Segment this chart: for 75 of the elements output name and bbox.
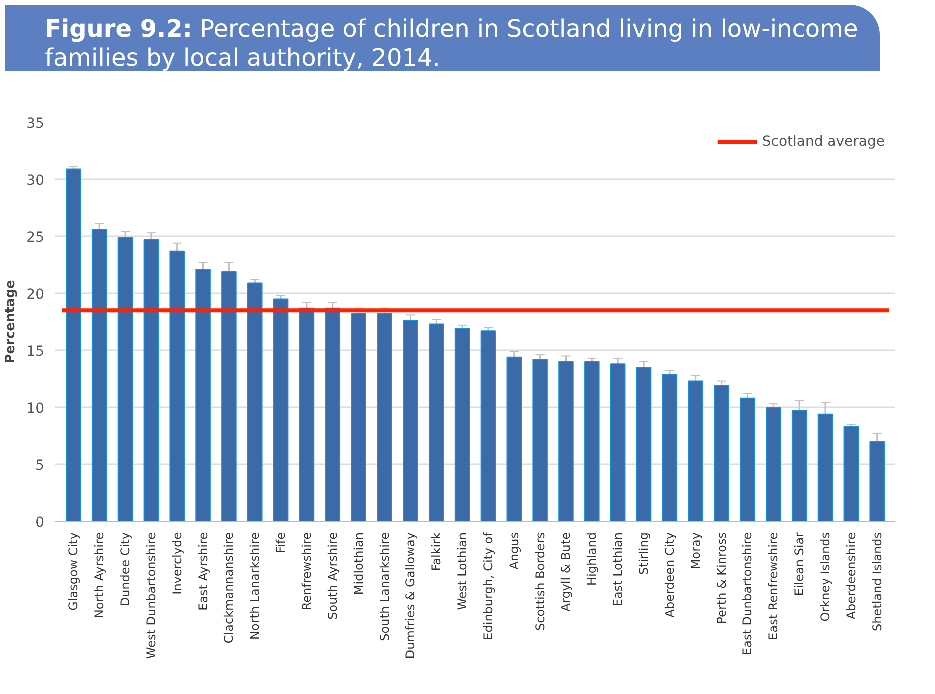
legend-label: Scotland average [762, 134, 885, 150]
bar [844, 426, 860, 522]
x-tick-label: South Lanarkshire [378, 532, 392, 642]
bar [428, 324, 444, 522]
bar [688, 380, 704, 522]
bar [144, 239, 160, 522]
bar [403, 320, 418, 522]
bar [118, 237, 134, 522]
x-tick-label: East Dunbartonshire [740, 532, 755, 656]
x-tick-label: Moray [688, 532, 703, 570]
bar [377, 314, 392, 522]
y-tick-label: 20 [26, 287, 45, 303]
x-tick-label: Glasgow City [66, 532, 81, 611]
y-tick-label: 25 [26, 230, 45, 246]
bar [818, 414, 834, 522]
x-tick-label: East Ayrshire [196, 532, 210, 611]
bar [454, 328, 470, 522]
x-tick-label: Inverclyde [170, 532, 184, 595]
x-tick-label: Dundee City [118, 532, 132, 607]
bar [870, 441, 885, 522]
y-tick-label: 15 [26, 344, 45, 360]
y-axis-title: Percentage [4, 280, 19, 364]
x-tick-label: West Lothian [456, 532, 470, 610]
bar [662, 374, 678, 522]
x-tick-label: Edinburgh, City of [481, 532, 496, 640]
x-tick-label: Stirling [637, 532, 652, 575]
bar [584, 361, 600, 522]
x-tick-label: Angus [507, 532, 522, 570]
bar [273, 298, 289, 522]
bar [532, 359, 548, 522]
bar [248, 282, 263, 522]
bar [558, 361, 574, 522]
x-tick-label: Clackmannanshire [222, 532, 236, 644]
bar [636, 367, 652, 522]
x-tick-label: Perth & Kinross [714, 532, 729, 624]
x-tick-label: Highland [585, 532, 600, 586]
bar [196, 269, 211, 522]
bar [222, 271, 237, 522]
x-tick-label: Dumfries & Galloway [404, 532, 418, 660]
x-tick-label: North Ayrshire [92, 532, 107, 619]
x-tick-label: East Renfrewshire [766, 532, 781, 640]
bar [792, 410, 808, 522]
x-tick-label: Aberdeenshire [844, 532, 858, 620]
x-tick-label: Falkirk [430, 532, 444, 572]
x-tick-label: Eilean Siar [792, 532, 807, 596]
bar [299, 308, 315, 522]
x-tick-label: Midlothian [352, 532, 366, 596]
x-tick-label: West Dunbartonshire [144, 532, 158, 660]
bar [66, 168, 82, 522]
x-tick-label: North Lanarkshire [248, 532, 262, 640]
y-tick-label: 35 [26, 116, 45, 132]
x-tick-label: Aberdeen City [662, 532, 677, 618]
x-tick-label: Renfrewshire [300, 532, 314, 611]
x-tick-label: Scottish Borders [533, 532, 548, 631]
bar [92, 229, 108, 522]
y-tick-label: 0 [36, 515, 45, 531]
x-tick-label: Fife [274, 532, 288, 554]
chart-title: Figure 9.2: Percentage of children in Scotland living in low-income families by local authority, 2014. [5, 5, 880, 72]
bar [170, 250, 185, 522]
y-tick-label: 5 [36, 458, 45, 474]
bar [610, 364, 626, 522]
bar [325, 308, 341, 522]
x-tick-label: Argyll & Bute [559, 532, 574, 612]
x-tick-label: East Lothian [611, 532, 626, 607]
bar [506, 356, 522, 522]
bar [766, 407, 782, 522]
y-tick-label: 10 [26, 401, 45, 417]
x-tick-label: Shetland Islands [870, 532, 884, 632]
x-tick-label: South Ayrshire [326, 532, 340, 620]
bar [714, 385, 730, 522]
bar [480, 330, 496, 522]
bar [740, 398, 756, 522]
bar [351, 314, 366, 522]
y-tick-label: 30 [26, 173, 45, 189]
x-tick-label: Orkney Islands [818, 532, 832, 622]
